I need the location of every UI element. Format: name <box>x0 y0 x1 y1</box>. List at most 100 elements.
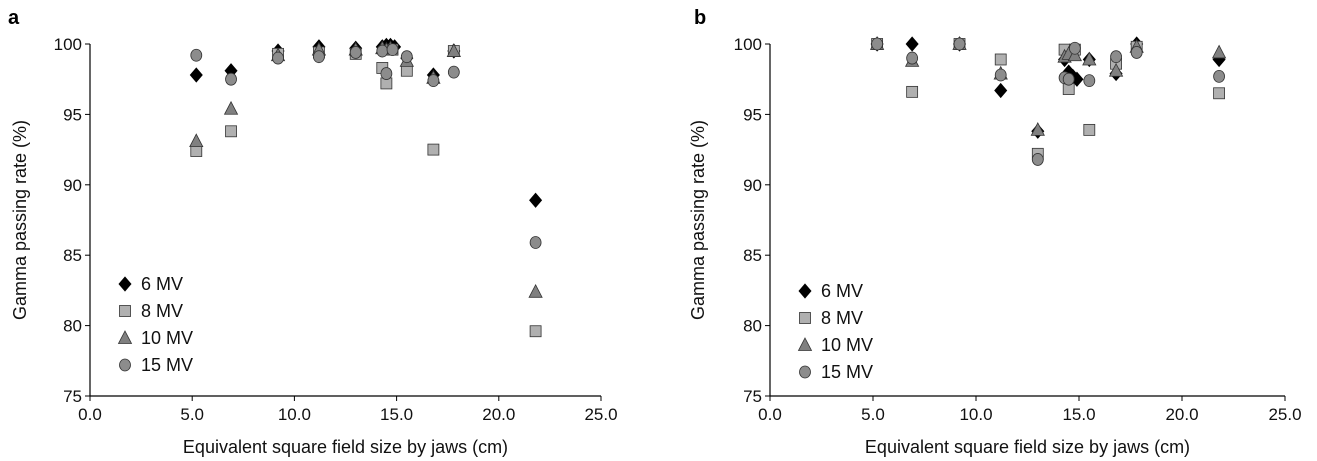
legend-label: 6 MV <box>141 274 183 294</box>
x-tick-label: 20.0 <box>1165 405 1198 424</box>
data-point <box>1082 51 1097 66</box>
y-tick-label: 85 <box>743 246 762 265</box>
scatter-chart-a: a 75 80 85 90 95 100 0.0 5.0 10.0 15.0 20.0 25.0 Equi… <box>8 7 618 457</box>
chart-panel-b: b 75 80 85 90 95 100 0.0 5.0 10.0 15.0 20.0 25.0 Equi… <box>660 0 1317 461</box>
data-point <box>1083 74 1096 88</box>
y-tick-label: 75 <box>743 387 762 406</box>
data-point <box>225 125 237 138</box>
data-point <box>528 283 543 298</box>
y-tick-label: 100 <box>54 35 82 54</box>
data-point <box>1031 153 1044 166</box>
data-point <box>529 236 542 249</box>
legend-label: 10 MV <box>821 335 873 355</box>
x-tick-label: 15.0 <box>380 405 413 424</box>
y-tick-label: 80 <box>743 317 762 336</box>
data-point <box>1213 69 1225 83</box>
legend-label: 8 MV <box>141 301 183 321</box>
x-axis-title: Equivalent square field size by jaws (cm… <box>865 437 1190 457</box>
y-tick-label: 90 <box>743 176 762 195</box>
data-point <box>272 51 284 65</box>
data-point <box>1083 123 1096 136</box>
data-point <box>190 145 203 157</box>
x-axis-title: Equivalent square field size by jaws (cm… <box>183 437 508 457</box>
x-tick-label: 10.0 <box>278 405 311 424</box>
series-15-mv <box>190 43 542 249</box>
data-point <box>529 192 543 208</box>
legend-label: 10 MV <box>141 328 193 348</box>
data-point <box>427 74 440 88</box>
data-point <box>1211 44 1227 59</box>
data-point <box>1130 46 1143 59</box>
x-tick-label: 10.0 <box>959 405 992 424</box>
y-tick-label: 80 <box>63 317 82 336</box>
legend-marker <box>799 365 811 379</box>
data-point <box>446 43 461 57</box>
x-tick-label: 25.0 <box>584 405 617 424</box>
y-tick-label: 75 <box>63 387 82 406</box>
data-point <box>529 325 542 338</box>
y-axis-title: Gamma passing rate (%) <box>10 120 30 320</box>
x-tick-label: 15.0 <box>1062 405 1095 424</box>
x-tick-label: 0.0 <box>78 405 102 424</box>
data-point <box>189 67 203 83</box>
data-point <box>1110 50 1122 64</box>
data-point <box>349 46 362 59</box>
x-tick-label: 20.0 <box>482 405 515 424</box>
data-point <box>225 72 237 86</box>
data-point <box>1030 122 1045 136</box>
legend-marker <box>119 305 131 317</box>
y-tick-label: 85 <box>63 246 82 265</box>
data-point <box>1108 62 1124 77</box>
legend-marker <box>798 283 812 299</box>
data-point <box>994 53 1007 66</box>
legend-label: 15 MV <box>141 355 193 375</box>
legend-label: 15 MV <box>821 362 873 382</box>
series-10-mv <box>189 40 543 298</box>
data-point <box>905 36 919 52</box>
data-point <box>1068 41 1081 55</box>
y-axis-title: Gamma passing rate (%) <box>688 120 708 320</box>
y-tick-label: 100 <box>734 35 762 54</box>
data-point <box>313 50 325 64</box>
legend-marker <box>117 330 133 344</box>
data-point <box>994 82 1008 99</box>
y-tick-label: 90 <box>63 176 82 195</box>
legend-label: 6 MV <box>821 281 863 301</box>
series-10-mv <box>869 36 1227 136</box>
data-point <box>953 37 966 51</box>
data-point <box>386 43 399 57</box>
data-point <box>190 48 203 62</box>
x-tick-label: 0.0 <box>758 405 782 424</box>
panel-label: b <box>694 7 706 29</box>
y-tick-label: 95 <box>743 105 762 124</box>
legend-marker <box>797 337 813 351</box>
data-point <box>376 44 389 58</box>
panel-label: a <box>8 7 20 29</box>
data-point <box>223 100 239 115</box>
data-point <box>447 65 460 79</box>
legend-marker <box>119 358 131 372</box>
series-8-mv <box>190 43 542 338</box>
x-tick-label: 25.0 <box>1268 405 1301 424</box>
legend-label: 8 MV <box>821 308 863 328</box>
scatter-chart-b: b 75 80 85 90 95 100 0.0 5.0 10.0 15.0 20.0 25.0 Equi… <box>688 7 1302 457</box>
legend-marker <box>118 276 132 292</box>
data-point <box>994 68 1007 82</box>
data-point <box>1062 72 1075 86</box>
series-15-mv <box>871 37 1225 166</box>
data-point <box>871 37 884 51</box>
legend-marker <box>799 312 811 324</box>
x-tick-label: 5.0 <box>861 405 885 424</box>
data-point <box>189 133 204 148</box>
data-point <box>400 64 413 77</box>
series-8-mv <box>871 38 1225 160</box>
data-point <box>427 143 440 156</box>
y-tick-label: 95 <box>63 105 82 124</box>
chart-panel-a: a 75 80 85 90 95 100 0.0 5.0 10.0 15.0 20.0 25.0 Equi… <box>8 7 618 457</box>
series-6-mv <box>870 36 1226 139</box>
x-tick-label: 5.0 <box>180 405 204 424</box>
data-point <box>400 50 413 64</box>
data-point <box>380 67 393 80</box>
data-point <box>906 51 919 65</box>
data-point <box>906 85 919 98</box>
